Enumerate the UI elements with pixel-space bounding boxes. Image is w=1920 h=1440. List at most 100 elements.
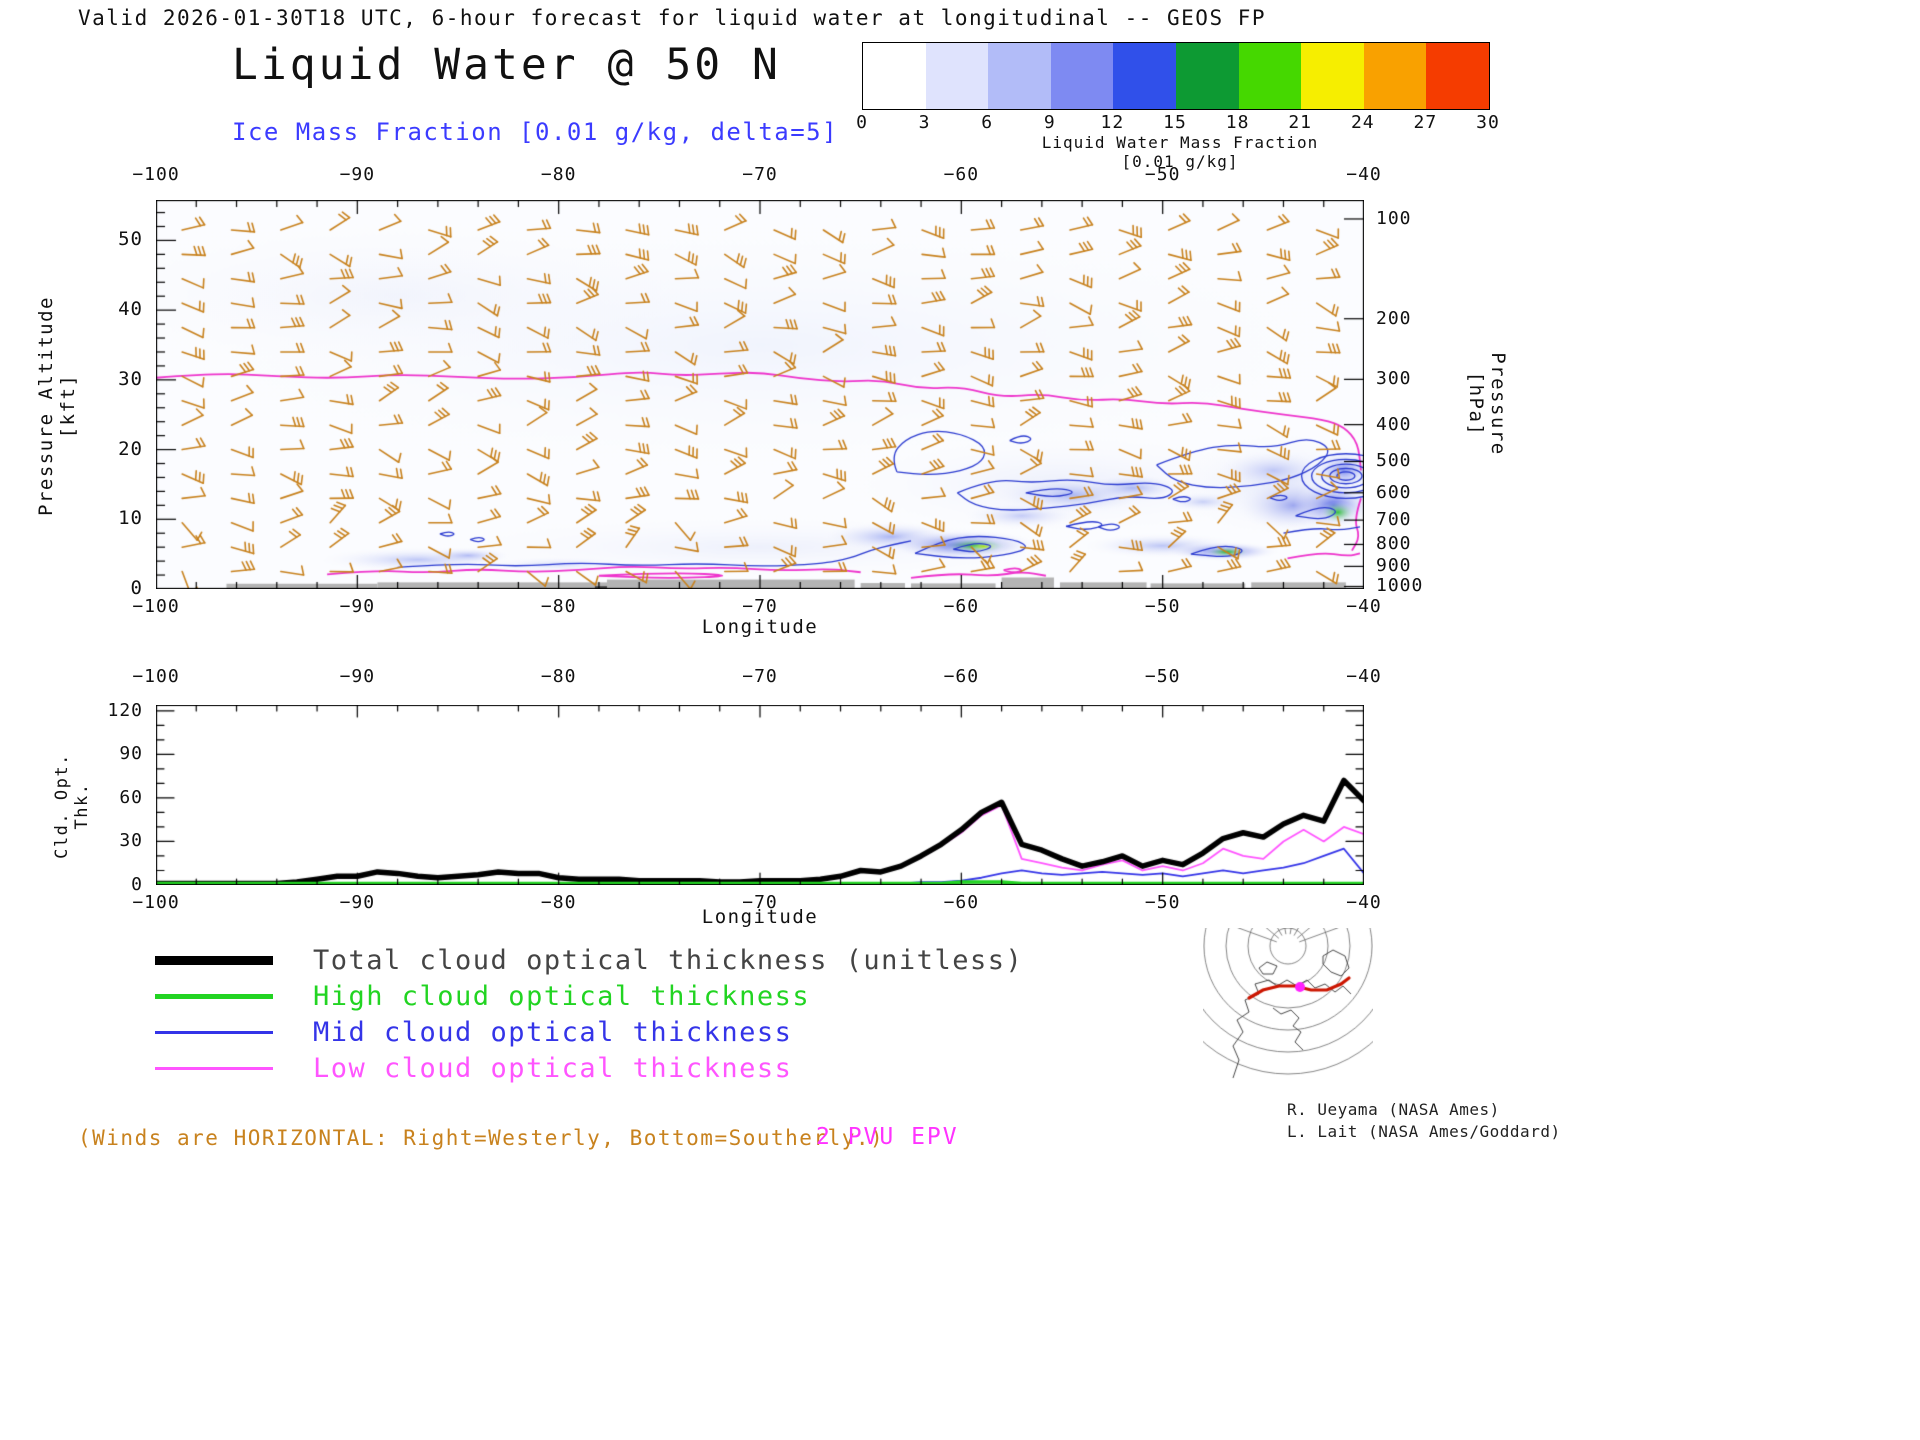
tick-label: −60 bbox=[943, 164, 980, 185]
tick-label: −100 bbox=[132, 596, 180, 617]
plot-title: Liquid Water @ 50 N bbox=[232, 40, 781, 90]
tick-label: 21 bbox=[1288, 112, 1313, 133]
legend-item-mid: Mid cloud optical thickness bbox=[155, 1014, 792, 1050]
tick-label: −80 bbox=[540, 164, 577, 185]
colorbar-segment bbox=[988, 43, 1051, 109]
legend-label: Mid cloud optical thickness bbox=[313, 1016, 793, 1048]
tick-label: 30 bbox=[1476, 112, 1500, 133]
cld-opt-thk-axis-label: Cld. Opt. Thk. bbox=[52, 753, 92, 859]
longitude-axis-label-main: Longitude bbox=[701, 616, 819, 638]
tick-label: −40 bbox=[1346, 892, 1382, 913]
tick-label: 0 bbox=[131, 874, 143, 895]
tick-label: 400 bbox=[1376, 413, 1412, 435]
legend-item-total: Total cloud optical thickness (unitless) bbox=[155, 942, 1023, 978]
tick-label: −60 bbox=[943, 596, 980, 617]
tick-label: 30 bbox=[118, 367, 143, 390]
tick-label: −40 bbox=[1346, 164, 1382, 185]
tick-label: 6 bbox=[981, 112, 994, 133]
tick-label: −100 bbox=[132, 164, 180, 185]
tick-label: −70 bbox=[742, 164, 778, 185]
tick-label: 18 bbox=[1225, 112, 1250, 133]
tick-label: 20 bbox=[118, 437, 143, 460]
colorbar-segment bbox=[863, 43, 926, 109]
tick-label: −60 bbox=[943, 892, 980, 913]
tick-label: −90 bbox=[339, 892, 376, 913]
tick-label: −80 bbox=[540, 596, 577, 617]
colorbar-segment bbox=[1426, 43, 1489, 109]
tick-label: 15 bbox=[1163, 112, 1187, 133]
valid-time-header: Valid 2026-01-30T18 UTC, 6-hour forecast… bbox=[78, 6, 1267, 30]
legend-label: High cloud optical thickness bbox=[313, 980, 811, 1012]
tick-label: −70 bbox=[742, 892, 778, 913]
tick-label: 700 bbox=[1376, 509, 1412, 531]
tick-label: −100 bbox=[132, 666, 180, 687]
legend-item-low: Low cloud optical thickness bbox=[155, 1050, 792, 1086]
tick-label: 1000 bbox=[1376, 575, 1424, 597]
tick-label: −60 bbox=[943, 666, 980, 687]
legend-swatch bbox=[155, 1066, 273, 1070]
optical-thickness-canvas bbox=[156, 705, 1364, 885]
colorbar-caption: Liquid Water Mass Fraction [0.01 g/kg] bbox=[1041, 133, 1319, 171]
tick-label: 3 bbox=[918, 112, 931, 133]
credit-line-2: L. Lait (NASA Ames/Goddard) bbox=[1287, 1122, 1561, 1141]
cross-section-canvas bbox=[156, 200, 1364, 589]
tick-label: 10 bbox=[118, 507, 143, 530]
tick-label: −90 bbox=[339, 666, 376, 687]
colorbar-segment bbox=[1238, 43, 1302, 109]
tick-label: 40 bbox=[118, 298, 143, 321]
tick-label: 30 bbox=[119, 830, 143, 852]
tick-label: −80 bbox=[540, 892, 577, 913]
legend-label: Total cloud optical thickness (unitless) bbox=[313, 944, 1024, 976]
tick-label: −90 bbox=[339, 164, 376, 185]
colorbar-segment bbox=[1363, 43, 1427, 109]
colorbar-segment bbox=[1175, 43, 1239, 109]
tick-label: −40 bbox=[1346, 596, 1382, 617]
tick-label: 120 bbox=[107, 699, 143, 721]
legend-label: Low cloud optical thickness bbox=[313, 1052, 793, 1084]
map-inset-canvas bbox=[1203, 928, 1373, 1103]
tick-label: −40 bbox=[1346, 666, 1382, 687]
tick-label: 60 bbox=[119, 786, 143, 808]
tick-label: 100 bbox=[1376, 207, 1412, 229]
colorbar-segment bbox=[1113, 43, 1176, 109]
tick-label: 24 bbox=[1350, 112, 1375, 133]
tick-label: 90 bbox=[119, 743, 143, 765]
tick-label: 50 bbox=[118, 228, 143, 251]
tick-label: 500 bbox=[1376, 450, 1412, 472]
legend-item-high: High cloud optical thickness bbox=[155, 978, 810, 1014]
tick-label: 600 bbox=[1376, 481, 1412, 503]
colorbar bbox=[862, 42, 1490, 110]
tick-label: −80 bbox=[540, 666, 577, 687]
tick-label: 27 bbox=[1413, 112, 1438, 133]
winds-horizontal-note: (Winds are HORIZONTAL: Right=Westerly, B… bbox=[78, 1126, 885, 1150]
tick-label: −50 bbox=[1144, 666, 1181, 687]
credit-line-1: R. Ueyama (NASA Ames) bbox=[1287, 1100, 1500, 1119]
tick-label: 300 bbox=[1376, 368, 1412, 390]
legend-swatch bbox=[155, 955, 273, 965]
tick-label: −100 bbox=[132, 892, 180, 913]
pressure-altitude-axis-label: Pressure Altitude [kft] bbox=[35, 296, 79, 516]
pressure-hpa-axis-label: Pressure [hPa] bbox=[1465, 352, 1509, 456]
tick-label: −50 bbox=[1144, 596, 1181, 617]
tick-label: −70 bbox=[742, 596, 778, 617]
tick-label: 9 bbox=[1043, 112, 1056, 133]
longitude-axis-label-opt: Longitude bbox=[701, 906, 819, 928]
tick-label: −50 bbox=[1144, 892, 1181, 913]
epv-contour-label: 2 PVU EPV bbox=[816, 1124, 959, 1150]
tick-label: −50 bbox=[1144, 164, 1181, 185]
tick-label: 800 bbox=[1376, 533, 1412, 555]
tick-label: 0 bbox=[130, 577, 143, 599]
tick-label: 200 bbox=[1376, 307, 1412, 329]
tick-label: −90 bbox=[339, 596, 376, 617]
tick-label: 12 bbox=[1100, 112, 1125, 133]
colorbar-segment bbox=[1050, 43, 1114, 109]
tick-label: 0 bbox=[856, 112, 868, 133]
legend-swatch bbox=[155, 993, 273, 999]
tick-label: −70 bbox=[742, 666, 778, 687]
colorbar-segment bbox=[925, 43, 989, 109]
ice-mass-fraction-subtitle: Ice Mass Fraction [0.01 g/kg, delta=5] bbox=[232, 118, 839, 146]
legend-swatch bbox=[155, 1030, 273, 1034]
colorbar-segment bbox=[1301, 43, 1364, 109]
tick-label: 900 bbox=[1376, 555, 1412, 577]
